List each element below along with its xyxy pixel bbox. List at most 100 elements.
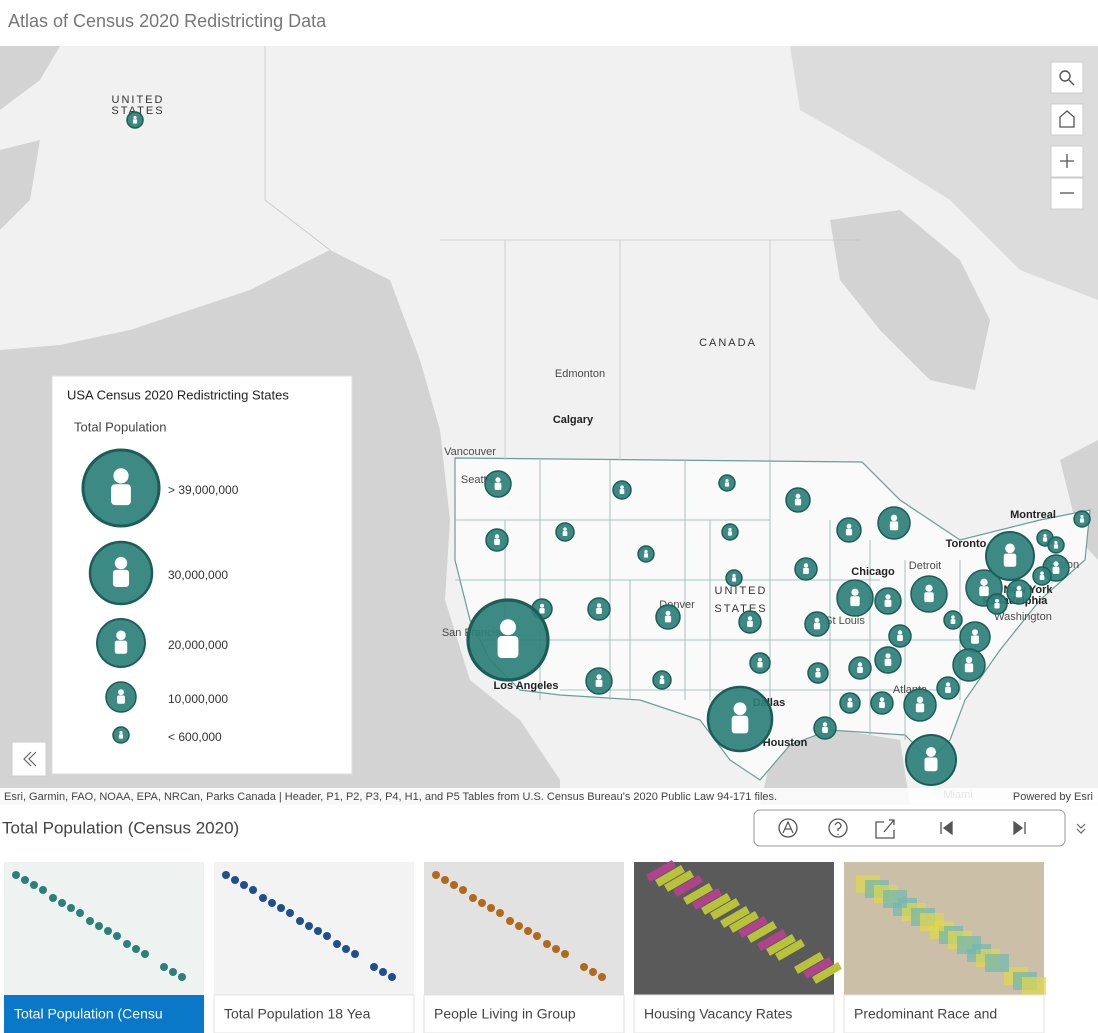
population-symbol[interactable] — [986, 593, 1008, 615]
population-symbol[interactable] — [905, 734, 957, 786]
population-symbol[interactable] — [836, 579, 874, 617]
card-label: Total Population 18 Yea — [224, 1006, 371, 1022]
population-symbol[interactable] — [943, 610, 963, 630]
population-symbol[interactable] — [839, 692, 861, 714]
app-title: Atlas of Census 2020 Redistricting Data — [8, 11, 327, 31]
population-symbol[interactable] — [870, 691, 894, 715]
expand-button[interactable] — [1076, 823, 1086, 834]
symbol-body — [731, 577, 737, 582]
population-symbol[interactable] — [555, 522, 575, 542]
population-symbol[interactable] — [126, 111, 144, 129]
population-symbol[interactable] — [718, 474, 736, 492]
symbol-head — [620, 485, 624, 489]
powered-by[interactable]: Powered by Esri — [1013, 791, 1093, 803]
population-symbol[interactable] — [655, 604, 681, 630]
collapse-button[interactable] — [11, 741, 47, 777]
symbol-body — [112, 569, 130, 587]
population-symbol[interactable] — [725, 569, 743, 587]
population-symbol[interactable] — [1006, 579, 1032, 605]
symbol-body — [1079, 518, 1085, 523]
story-card[interactable]: Housing Vacancy Rates — [633, 860, 842, 1033]
help-button[interactable] — [828, 818, 848, 838]
symbol-body — [794, 498, 802, 506]
population-symbol[interactable] — [903, 688, 937, 722]
population-symbol[interactable] — [105, 681, 137, 713]
thumb-pattern — [757, 928, 787, 951]
thumb-pattern — [286, 909, 294, 917]
thumb-pattern — [86, 917, 94, 925]
population-symbol[interactable] — [587, 597, 611, 621]
place-label: St Louis — [825, 615, 865, 627]
attribution: Esri, Garmin, FAO, NOAA, EPA, NRCan, Par… — [4, 791, 777, 803]
population-symbol[interactable] — [81, 448, 161, 528]
population-symbol[interactable] — [952, 648, 986, 682]
population-symbol[interactable] — [637, 545, 655, 563]
population-symbol[interactable] — [959, 621, 991, 653]
symbol-body — [111, 484, 131, 506]
story-card[interactable]: Total Population 18 Yea — [213, 862, 415, 1033]
map[interactable]: UNITEDSTATESCANADAEdmontonCalgaryVancouv… — [0, 46, 1098, 805]
population-symbol[interactable] — [807, 662, 829, 684]
population-symbol[interactable] — [485, 528, 509, 552]
population-symbol[interactable] — [1047, 536, 1065, 554]
symbol-head — [540, 603, 544, 608]
thumb-pattern — [231, 876, 239, 884]
population-symbol[interactable] — [112, 726, 130, 744]
population-symbol[interactable] — [612, 480, 632, 500]
symbol-head — [816, 667, 820, 672]
accessibility-button[interactable] — [778, 818, 798, 838]
population-symbol[interactable] — [1073, 510, 1091, 528]
share-button[interactable] — [875, 819, 895, 839]
population-symbol[interactable] — [874, 587, 902, 615]
population-symbol[interactable] — [910, 575, 948, 613]
population-symbol[interactable] — [794, 557, 818, 581]
zoom-out-button[interactable] — [1050, 177, 1084, 210]
population-symbol[interactable] — [836, 517, 862, 543]
story-card[interactable]: Predominant Race and — [843, 862, 1046, 1033]
home-button[interactable] — [1050, 103, 1084, 136]
last-button[interactable] — [1013, 820, 1026, 836]
population-symbol[interactable] — [936, 676, 960, 700]
population-symbol[interactable] — [888, 624, 912, 648]
population-symbol[interactable] — [738, 610, 762, 634]
population-symbol[interactable] — [874, 646, 902, 674]
population-symbol[interactable] — [88, 540, 154, 606]
symbol-head — [495, 477, 501, 483]
population-symbol[interactable] — [877, 506, 911, 540]
thumb-pattern — [76, 909, 84, 917]
population-symbol[interactable] — [466, 598, 550, 682]
story-card[interactable]: Total Population (Censu — [4, 862, 204, 1033]
story-card[interactable]: People Living in Group — [423, 862, 625, 1033]
thumb-pattern — [314, 927, 322, 935]
thumb-pattern — [141, 950, 149, 958]
thumb-pattern — [249, 886, 257, 894]
population-symbol[interactable] — [804, 611, 830, 637]
population-symbol[interactable] — [848, 656, 872, 680]
search-button[interactable] — [1050, 61, 1084, 94]
symbol-body — [664, 615, 672, 623]
population-symbol[interactable] — [96, 618, 146, 668]
population-symbol[interactable] — [721, 523, 739, 541]
first-button[interactable] — [940, 820, 953, 836]
thumb-pattern — [370, 963, 378, 971]
population-symbol[interactable] — [749, 652, 771, 674]
legend-label: 30,000,000 — [168, 568, 228, 582]
place-label: UNITED — [112, 94, 165, 106]
population-symbol[interactable] — [985, 531, 1035, 581]
population-symbol[interactable] — [652, 670, 672, 690]
population-symbol[interactable] — [585, 667, 613, 695]
thumb-pattern — [160, 963, 168, 971]
population-symbol[interactable] — [785, 487, 811, 513]
thumb-pattern — [524, 927, 532, 935]
thumb-pattern — [296, 917, 304, 925]
population-symbol[interactable] — [813, 716, 837, 740]
zoom-in-button[interactable] — [1050, 145, 1084, 178]
symbol-body — [994, 603, 1000, 609]
symbol-head — [660, 675, 664, 679]
population-symbol[interactable] — [1032, 566, 1052, 586]
population-symbol[interactable] — [484, 470, 512, 498]
population-symbol[interactable] — [965, 569, 1003, 607]
population-symbol[interactable] — [706, 685, 774, 753]
symbol-head — [965, 656, 973, 664]
symbol-body — [643, 553, 649, 558]
